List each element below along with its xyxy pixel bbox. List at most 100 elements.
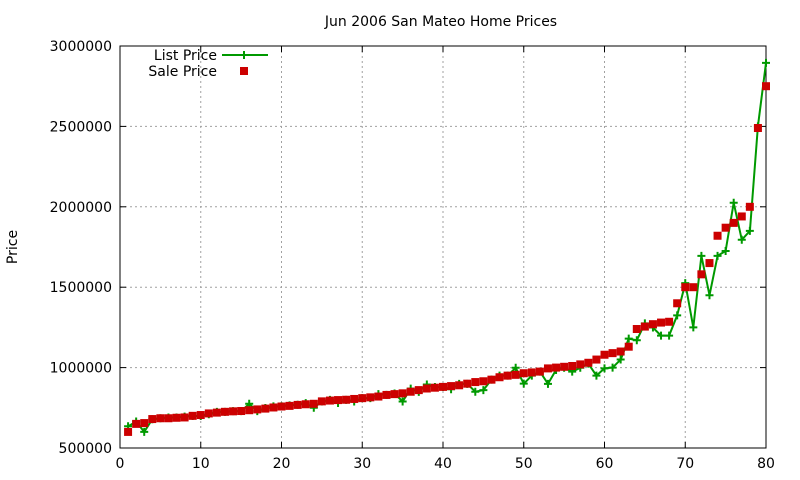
sale-price-point xyxy=(334,396,343,405)
sale-price-point xyxy=(301,400,310,409)
sale-price-point xyxy=(745,202,754,211)
y-tick-label: 1000000 xyxy=(50,361,112,377)
series xyxy=(124,58,770,436)
grid xyxy=(120,46,766,448)
sale-price-point xyxy=(511,370,520,379)
list-price-point xyxy=(398,397,407,406)
sale-price-point xyxy=(358,394,367,403)
x-tick-label: 10 xyxy=(192,456,210,472)
sale-price-point xyxy=(342,395,351,404)
list-price-point xyxy=(519,379,528,388)
sale-price-point xyxy=(164,414,173,423)
sale-price-point xyxy=(495,373,504,382)
legend-label-list-price: List Price xyxy=(154,48,217,64)
sale-price-point xyxy=(447,382,456,391)
list-price-point xyxy=(729,198,738,207)
sale-price-point xyxy=(527,368,536,377)
sale-price-point xyxy=(398,389,407,398)
sale-price-point xyxy=(204,409,213,418)
list-price-point xyxy=(697,251,706,260)
sale-price-point xyxy=(535,367,544,376)
sale-price-point xyxy=(568,361,577,370)
list-price-point xyxy=(762,58,770,67)
x-tick-label: 30 xyxy=(353,456,371,472)
sale-price-point xyxy=(713,231,722,240)
chart-title: Jun 2006 San Mateo Home Prices xyxy=(324,14,557,30)
list-price-point xyxy=(665,331,674,340)
sale-price-point xyxy=(673,299,682,308)
sale-price-point xyxy=(463,379,472,388)
list-price-point xyxy=(511,363,520,372)
list-price-point xyxy=(745,226,754,235)
sale-price-point xyxy=(487,375,496,384)
sale-price-point xyxy=(188,411,197,420)
list-price-point xyxy=(705,291,714,300)
sale-price-point xyxy=(552,363,561,372)
list-price-point xyxy=(543,379,552,388)
list-price-point xyxy=(673,311,682,320)
sale-price-point xyxy=(632,325,641,334)
list-price-point xyxy=(479,386,488,395)
sale-price-point xyxy=(390,390,399,399)
sale-price-point xyxy=(665,317,674,326)
sale-price-point xyxy=(196,411,205,420)
y-axis-label: Price xyxy=(5,230,21,264)
list-price-line xyxy=(127,62,767,434)
sale-price-point xyxy=(180,413,189,422)
sale-price-point xyxy=(261,404,270,413)
sale-price-point xyxy=(140,419,149,428)
sale-price-point xyxy=(455,381,464,390)
sale-price-point xyxy=(148,415,157,424)
y-tick-label: 2500000 xyxy=(50,119,112,135)
list-price-point xyxy=(608,363,617,372)
sale-price-point xyxy=(293,400,302,409)
sale-price-point xyxy=(737,212,746,221)
sale-price-point xyxy=(406,387,415,396)
sale-price-point xyxy=(374,392,383,401)
sale-price-point xyxy=(212,408,221,417)
list-price-point xyxy=(689,323,698,332)
sale-price-point xyxy=(277,402,286,411)
sale-price-point xyxy=(543,364,552,373)
sale-price-point xyxy=(753,124,762,133)
list-price-point xyxy=(632,336,641,345)
sale-price-point xyxy=(560,362,569,371)
sale-price-point xyxy=(253,405,262,414)
x-tick-label: 70 xyxy=(676,456,694,472)
sale-price-point xyxy=(430,383,439,392)
sale-price-point xyxy=(689,283,698,292)
list-price-point xyxy=(140,427,149,436)
sale-price-point xyxy=(285,401,294,410)
sale-price-point xyxy=(503,371,512,380)
sale-price-point xyxy=(124,427,133,436)
x-tick-label: 40 xyxy=(434,456,452,472)
list-price-point xyxy=(471,387,480,396)
x-tick-label: 20 xyxy=(273,456,291,472)
legend-label-sale-price: Sale Price xyxy=(148,64,217,80)
sale-price-point xyxy=(576,360,585,369)
x-tick-label: 50 xyxy=(515,456,533,472)
sale-price-point xyxy=(697,270,706,279)
sale-price-point xyxy=(325,396,334,405)
x-tick-label: 0 xyxy=(116,456,125,472)
list-price-point xyxy=(592,371,601,380)
legend-marker-sale-price xyxy=(240,67,248,75)
list-price-point xyxy=(624,334,633,343)
sale-price-point xyxy=(245,406,254,415)
sale-price-point xyxy=(762,82,770,91)
sale-price-point xyxy=(156,414,165,423)
sale-price-point xyxy=(414,386,423,395)
sale-price-point xyxy=(366,393,375,402)
legend-marker-list-price xyxy=(240,51,248,59)
sale-price-point xyxy=(439,382,447,391)
sale-price-point xyxy=(519,369,528,378)
sale-price-point xyxy=(229,407,238,416)
sale-price-point xyxy=(616,347,625,356)
sale-price-point xyxy=(729,218,738,227)
sale-price-point xyxy=(382,390,391,399)
sale-price-point xyxy=(317,397,326,406)
sale-price-point xyxy=(648,320,657,329)
x-tick-label: 80 xyxy=(757,456,775,472)
sale-price-point xyxy=(600,350,609,359)
